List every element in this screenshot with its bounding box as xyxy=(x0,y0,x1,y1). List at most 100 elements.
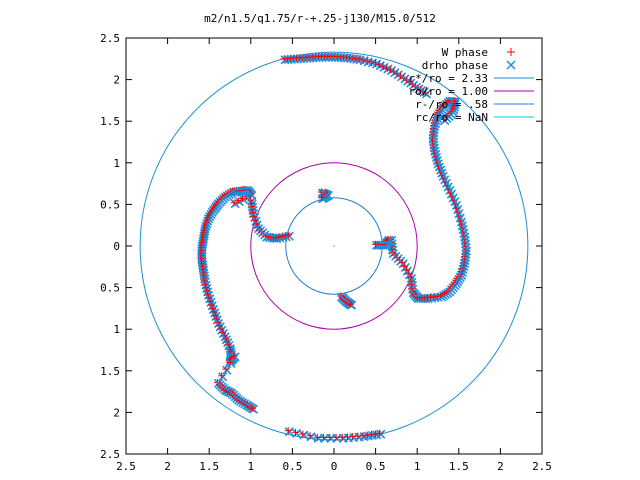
drho-phase-point xyxy=(448,193,458,203)
drho-phase-point xyxy=(432,113,442,123)
legend-label-w-phase: W phase xyxy=(442,46,488,59)
x-tick-label: 0.5 xyxy=(366,460,386,473)
drho-phase-point xyxy=(461,252,471,262)
drho-phase-point xyxy=(440,115,450,126)
drho-phase-point xyxy=(317,194,328,204)
drho-phase-point xyxy=(311,53,321,63)
drho-phase-point xyxy=(428,134,438,144)
legend-label-circle-3: rc/ro = NaN xyxy=(415,111,488,124)
drho-phase-point xyxy=(387,66,397,76)
drho-phase-point xyxy=(374,240,384,250)
phase-markers xyxy=(197,52,472,443)
y-tick-label: 1.5 xyxy=(100,365,120,378)
drho-phase-point xyxy=(284,231,294,241)
x-tick-label: 1.5 xyxy=(449,460,469,473)
drho-phase-point xyxy=(347,300,357,310)
drho-phase-point xyxy=(459,261,469,272)
drho-phase-point xyxy=(400,262,410,272)
drho-phase-point xyxy=(450,197,460,207)
x-tick-label: 0.5 xyxy=(282,460,302,473)
drho-phase-point xyxy=(429,128,439,138)
drho-phase-point xyxy=(284,427,294,437)
x-tick-label: 1 xyxy=(247,460,254,473)
drho-phase-point xyxy=(460,232,470,242)
drho-phase-point xyxy=(459,228,469,238)
x-tick-label: 1.5 xyxy=(199,460,219,473)
drho-phase-point xyxy=(299,53,309,64)
drho-phase-point xyxy=(289,54,300,64)
drho-phase-point xyxy=(218,372,228,382)
drho-phase-point xyxy=(460,259,470,269)
x-tick-label: 0 xyxy=(331,460,338,473)
drho-phase-point xyxy=(292,54,303,64)
drho-phase-point xyxy=(438,171,448,181)
drho-phase-point xyxy=(306,432,316,442)
drho-phase-point xyxy=(429,131,439,141)
drho-phase-point xyxy=(449,105,459,115)
drho-phase-point xyxy=(264,232,274,242)
drho-phase-point xyxy=(396,72,407,82)
drho-phase-point xyxy=(299,430,309,440)
y-tick-label: 0.5 xyxy=(100,198,120,211)
drho-phase-point xyxy=(404,270,415,280)
drho-phase-point xyxy=(390,68,400,78)
y-tick-label: 1 xyxy=(113,157,120,170)
drho-phase-point xyxy=(393,70,403,80)
chart-title: m2/n1.5/q1.75/r-+.25-j130/M15.0/512 xyxy=(204,12,436,25)
drho-phase-point xyxy=(376,240,386,250)
drho-phase-point xyxy=(421,89,432,99)
drho-phase-point xyxy=(430,121,440,131)
legend-label-circle-0: r*/ro = 2.33 xyxy=(409,72,488,85)
circle-1 xyxy=(250,162,418,330)
x-tick-label: 2.5 xyxy=(532,460,552,473)
x-tick-label: 2 xyxy=(497,460,504,473)
drho-phase-point xyxy=(460,255,470,266)
drho-phase-point xyxy=(457,221,467,231)
drho-phase-point xyxy=(445,185,455,195)
drho-phase-point xyxy=(283,55,293,65)
drho-phase-point xyxy=(455,213,465,223)
drho-phase-point xyxy=(458,264,468,275)
drho-phase-point xyxy=(352,54,362,64)
drho-phase-point xyxy=(431,116,442,126)
drho-phase-point xyxy=(440,175,450,185)
drho-phase-point xyxy=(446,189,457,199)
y-tick-label: 2.5 xyxy=(100,448,120,461)
legend-label-drho-phase: drho phase xyxy=(422,59,488,72)
y-tick-label: 1.5 xyxy=(100,115,120,128)
drho-phase-point xyxy=(431,119,441,129)
drho-phase-point xyxy=(302,53,312,63)
y-tick-label: 0.5 xyxy=(100,282,120,295)
drho-phase-point xyxy=(267,233,277,243)
drho-phase-point xyxy=(443,182,453,192)
drho-phase-point xyxy=(457,267,467,277)
circle-0 xyxy=(139,51,529,441)
legend-marker-drho-phase xyxy=(506,60,516,70)
drho-phase-point xyxy=(281,232,291,242)
drho-phase-point xyxy=(402,266,412,276)
drho-phase-point xyxy=(262,232,272,242)
drho-phase-point xyxy=(280,55,290,65)
drho-phase-point xyxy=(434,162,444,172)
drho-phase-point xyxy=(437,168,447,178)
x-tick-label: 2 xyxy=(164,460,171,473)
axis-ticks: 2.5 2 1.5 1 0.5 0 0.5 1 1.5 2 2.52.521.510.500.511… xyxy=(100,32,552,473)
drho-phase-point xyxy=(460,235,470,246)
drho-phase-point xyxy=(456,270,467,280)
drho-phase-point xyxy=(458,224,468,235)
drho-phase-point xyxy=(454,209,464,219)
drho-phase-point xyxy=(372,240,382,250)
drho-phase-point xyxy=(230,352,240,362)
drho-phase-point xyxy=(461,249,471,259)
y-tick-label: 2.5 xyxy=(100,32,120,45)
drho-phase-point xyxy=(453,204,463,215)
y-tick-label: 0 xyxy=(113,240,120,253)
drho-phase-point xyxy=(296,54,306,64)
drho-phase-point xyxy=(376,429,386,439)
x-tick-label: 2.5 xyxy=(116,460,136,473)
drho-phase-point xyxy=(398,259,408,269)
drho-phase-point xyxy=(451,200,462,210)
drho-phase-point xyxy=(226,358,236,369)
